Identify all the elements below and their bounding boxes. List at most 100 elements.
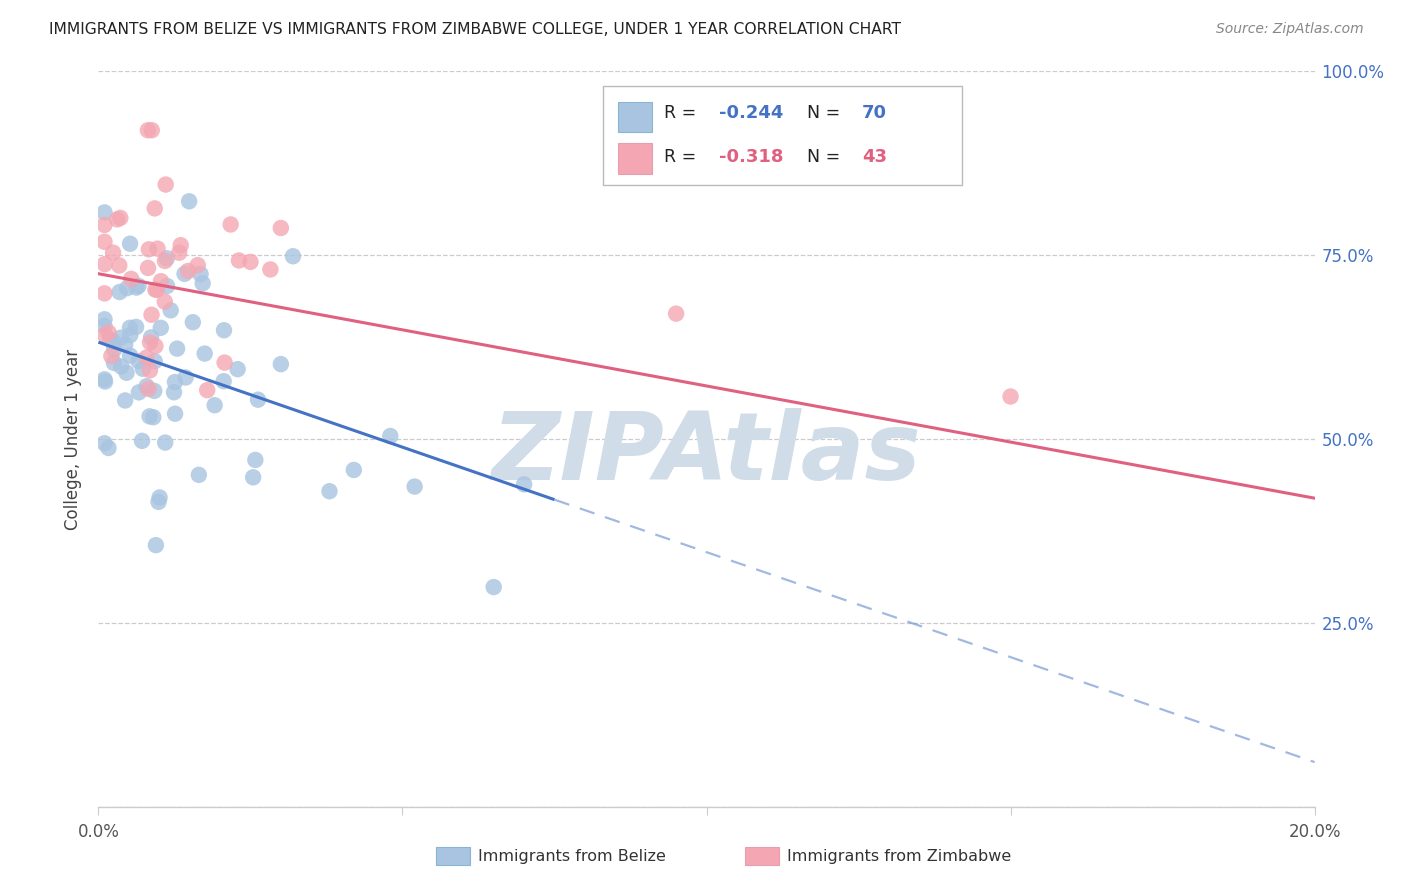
Point	[143, 354, 166, 368]
Point	[103, 356, 125, 370]
Text: Immigrants from Zimbabwe: Immigrants from Zimbabwe	[787, 849, 1011, 863]
Point	[179, 194, 201, 209]
Text: Source: ZipAtlas.com: Source: ZipAtlas.com	[1216, 22, 1364, 37]
Point	[135, 351, 157, 365]
Point	[212, 323, 235, 337]
Point	[165, 407, 187, 421]
Point	[513, 477, 536, 491]
Point	[239, 255, 262, 269]
Point	[120, 349, 142, 363]
Text: 43: 43	[862, 148, 887, 167]
Point	[155, 178, 177, 192]
Point	[214, 355, 236, 369]
Point	[195, 383, 218, 397]
Point	[135, 379, 157, 393]
Point	[194, 346, 217, 360]
Point	[108, 285, 131, 299]
Point	[93, 218, 115, 232]
Point	[281, 249, 304, 263]
Point	[94, 257, 117, 271]
Point	[118, 320, 141, 334]
Point	[142, 410, 165, 425]
Point	[120, 328, 142, 343]
Text: ZIPAtlas: ZIPAtlas	[492, 408, 921, 500]
Point	[187, 467, 209, 482]
Point	[212, 374, 235, 388]
Point	[247, 392, 270, 407]
Point	[226, 362, 249, 376]
Point	[93, 312, 115, 326]
Point	[110, 331, 132, 345]
Point	[153, 254, 176, 268]
Point	[204, 398, 226, 412]
Y-axis label: College, Under 1 year: College, Under 1 year	[65, 349, 83, 530]
Point	[177, 264, 200, 278]
Point	[404, 479, 426, 493]
Point	[101, 334, 124, 348]
Point	[259, 262, 281, 277]
Point	[149, 274, 172, 288]
Point	[181, 315, 204, 329]
Text: R =: R =	[664, 148, 702, 167]
Point	[120, 236, 142, 251]
Point	[343, 463, 366, 477]
Point	[163, 375, 186, 389]
Point	[174, 370, 197, 384]
Point	[138, 243, 160, 257]
Point	[146, 283, 169, 297]
Point	[138, 409, 160, 424]
Point	[125, 280, 148, 294]
Point	[125, 320, 148, 334]
Point	[141, 123, 163, 137]
Point	[143, 384, 166, 398]
Text: IMMIGRANTS FROM BELIZE VS IMMIGRANTS FROM ZIMBABWE COLLEGE, UNDER 1 YEAR CORRELA: IMMIGRANTS FROM BELIZE VS IMMIGRANTS FRO…	[49, 22, 901, 37]
FancyBboxPatch shape	[617, 144, 652, 175]
Point	[103, 343, 125, 357]
Point	[128, 354, 150, 368]
Point	[101, 245, 124, 260]
Point	[93, 372, 115, 386]
Point	[153, 294, 176, 309]
Point	[132, 361, 155, 376]
Point	[128, 278, 150, 293]
Point	[482, 580, 505, 594]
Point	[148, 495, 170, 509]
Point	[114, 393, 136, 408]
Point	[100, 349, 122, 363]
Point	[145, 339, 167, 353]
Point	[149, 491, 172, 505]
Point	[318, 484, 340, 499]
Point	[145, 283, 167, 297]
Point	[242, 470, 264, 484]
Point	[139, 330, 162, 344]
Point	[156, 252, 179, 266]
Point	[93, 205, 115, 219]
FancyBboxPatch shape	[603, 87, 962, 186]
Point	[380, 429, 402, 443]
Point	[149, 321, 172, 335]
Point	[163, 385, 186, 400]
Point	[191, 277, 214, 291]
Point	[167, 245, 190, 260]
Point	[115, 281, 138, 295]
Text: -0.244: -0.244	[718, 104, 783, 122]
Point	[114, 337, 136, 351]
Point	[153, 435, 176, 450]
Point	[108, 259, 131, 273]
Point	[270, 357, 292, 371]
Point	[94, 375, 117, 389]
Point	[145, 538, 167, 552]
Point	[128, 385, 150, 400]
Text: R =: R =	[664, 104, 702, 122]
Point	[141, 308, 163, 322]
Point	[110, 211, 132, 225]
Point	[187, 258, 209, 272]
Point	[93, 436, 115, 450]
Point	[156, 279, 179, 293]
Point	[146, 242, 169, 256]
Point	[115, 366, 138, 380]
Point	[219, 218, 242, 232]
Text: Immigrants from Belize: Immigrants from Belize	[478, 849, 666, 863]
Point	[190, 267, 212, 281]
Point	[1000, 390, 1022, 404]
